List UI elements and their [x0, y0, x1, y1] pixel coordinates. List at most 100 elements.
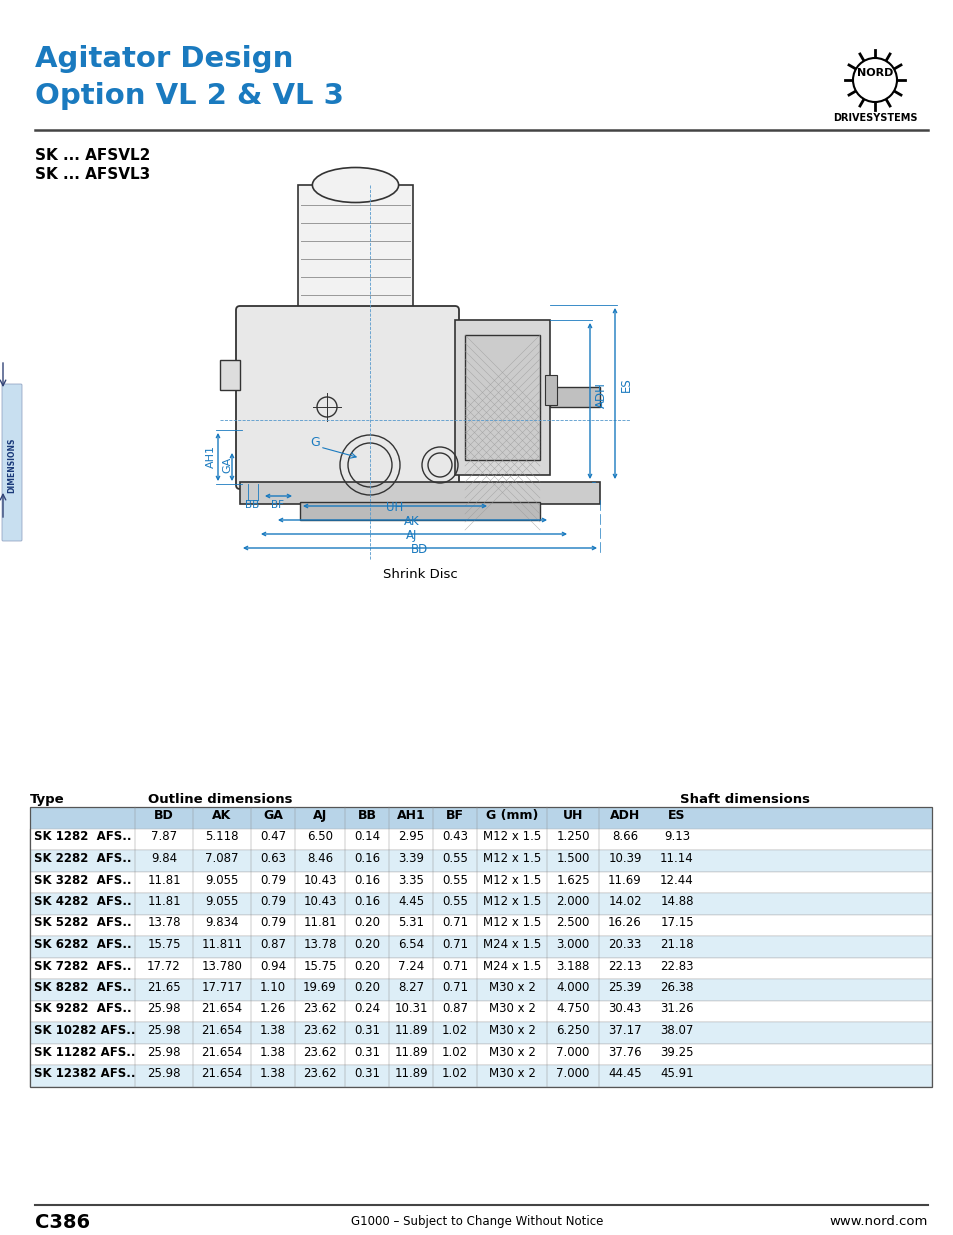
Bar: [30, 893, 931, 914]
Text: 0.55: 0.55: [441, 895, 468, 908]
Text: 0.14: 0.14: [354, 830, 379, 844]
Text: SK 3282  AFS..: SK 3282 AFS..: [34, 873, 132, 887]
Text: SK 4282  AFS..: SK 4282 AFS..: [34, 895, 132, 908]
Text: 25.98: 25.98: [147, 1067, 180, 1079]
Text: M30 x 2: M30 x 2: [488, 1003, 535, 1015]
Text: 11.89: 11.89: [394, 1067, 427, 1079]
Text: BF: BF: [446, 809, 463, 823]
Text: 9.834: 9.834: [205, 916, 238, 930]
Text: SK ... AFSVL2: SK ... AFSVL2: [35, 148, 151, 163]
Text: 9.13: 9.13: [663, 830, 689, 844]
Text: 0.16: 0.16: [354, 873, 379, 887]
Text: 6.50: 6.50: [307, 830, 333, 844]
Text: 1.02: 1.02: [441, 1046, 468, 1058]
Text: 30.43: 30.43: [608, 1003, 641, 1015]
Text: 1.38: 1.38: [260, 1067, 286, 1079]
Text: ES: ES: [619, 378, 633, 393]
Text: 15.75: 15.75: [147, 939, 180, 951]
Text: AJ: AJ: [313, 809, 327, 823]
Bar: [220, 359, 240, 390]
Text: 17.72: 17.72: [147, 960, 181, 972]
Bar: [464, 335, 539, 459]
Text: www.nord.com: www.nord.com: [829, 1215, 927, 1228]
Text: 0.87: 0.87: [260, 939, 286, 951]
Text: 45.91: 45.91: [659, 1067, 693, 1079]
Ellipse shape: [312, 168, 398, 203]
Text: 14.02: 14.02: [608, 895, 641, 908]
Text: C386: C386: [35, 1213, 90, 1233]
Text: 1.500: 1.500: [556, 852, 589, 864]
Text: 38.07: 38.07: [659, 1024, 693, 1037]
Text: 1.10: 1.10: [259, 981, 286, 994]
Text: 20.33: 20.33: [608, 939, 641, 951]
Text: 1.02: 1.02: [441, 1067, 468, 1079]
Text: SK 11282 AFS..: SK 11282 AFS..: [34, 1046, 135, 1058]
Text: Type: Type: [30, 793, 65, 806]
Text: Agitator Design: Agitator Design: [35, 44, 294, 73]
Text: 8.66: 8.66: [611, 830, 638, 844]
Bar: [30, 829, 931, 850]
Text: 23.62: 23.62: [303, 1046, 336, 1058]
Text: 4.750: 4.750: [556, 1003, 589, 1015]
Text: 0.63: 0.63: [260, 852, 286, 864]
Text: 8.46: 8.46: [307, 852, 333, 864]
Text: BB: BB: [357, 809, 376, 823]
Text: 1.02: 1.02: [441, 1024, 468, 1037]
Text: AK: AK: [213, 809, 232, 823]
Text: 0.43: 0.43: [441, 830, 468, 844]
Text: M12 x 1.5: M12 x 1.5: [482, 873, 540, 887]
Text: BF: BF: [272, 500, 284, 510]
Text: 0.55: 0.55: [441, 852, 468, 864]
Text: 23.62: 23.62: [303, 1003, 336, 1015]
Text: G: G: [310, 436, 319, 450]
Text: ES: ES: [667, 809, 685, 823]
Text: 10.43: 10.43: [303, 873, 336, 887]
Text: 0.31: 0.31: [354, 1046, 379, 1058]
Text: G1000 – Subject to Change Without Notice: G1000 – Subject to Change Without Notice: [351, 1215, 602, 1228]
Bar: [30, 872, 931, 893]
Text: 0.47: 0.47: [259, 830, 286, 844]
Text: 13.780: 13.780: [201, 960, 242, 972]
Text: ADH: ADH: [609, 809, 639, 823]
Text: 11.81: 11.81: [147, 873, 181, 887]
Text: ADH: ADH: [595, 382, 607, 408]
Text: 23.62: 23.62: [303, 1024, 336, 1037]
Bar: [550, 387, 599, 408]
Text: 21.65: 21.65: [147, 981, 181, 994]
Text: M24 x 1.5: M24 x 1.5: [482, 960, 540, 972]
Bar: [544, 375, 557, 405]
Text: M12 x 1.5: M12 x 1.5: [482, 895, 540, 908]
Bar: [30, 914, 931, 936]
Text: M30 x 2: M30 x 2: [488, 1046, 535, 1058]
Text: 4.000: 4.000: [556, 981, 589, 994]
Text: 39.25: 39.25: [659, 1046, 693, 1058]
Text: 11.811: 11.811: [201, 939, 242, 951]
Text: 9.055: 9.055: [205, 895, 238, 908]
Text: 3.35: 3.35: [397, 873, 423, 887]
Bar: [30, 957, 931, 979]
Text: DIMENSIONS: DIMENSIONS: [8, 437, 16, 493]
Circle shape: [852, 58, 896, 103]
Text: 11.89: 11.89: [394, 1046, 427, 1058]
Text: 0.20: 0.20: [354, 916, 379, 930]
Text: 31.26: 31.26: [659, 1003, 693, 1015]
Text: 37.17: 37.17: [608, 1024, 641, 1037]
Text: 2.000: 2.000: [556, 895, 589, 908]
Text: 0.16: 0.16: [354, 852, 379, 864]
Text: 0.79: 0.79: [259, 873, 286, 887]
Text: 2.95: 2.95: [397, 830, 424, 844]
Text: 2.500: 2.500: [556, 916, 589, 930]
Text: SK 9282  AFS..: SK 9282 AFS..: [34, 1003, 132, 1015]
Text: 0.71: 0.71: [441, 960, 468, 972]
Text: 5.118: 5.118: [205, 830, 238, 844]
Text: 3.000: 3.000: [556, 939, 589, 951]
Text: 25.98: 25.98: [147, 1003, 180, 1015]
FancyBboxPatch shape: [2, 384, 22, 541]
Text: 11.89: 11.89: [394, 1024, 427, 1037]
Text: UH: UH: [386, 501, 403, 514]
Text: M12 x 1.5: M12 x 1.5: [482, 852, 540, 864]
Text: 13.78: 13.78: [303, 939, 336, 951]
Text: NORD: NORD: [856, 68, 892, 78]
Text: 23.62: 23.62: [303, 1067, 336, 1079]
Text: M30 x 2: M30 x 2: [488, 1024, 535, 1037]
